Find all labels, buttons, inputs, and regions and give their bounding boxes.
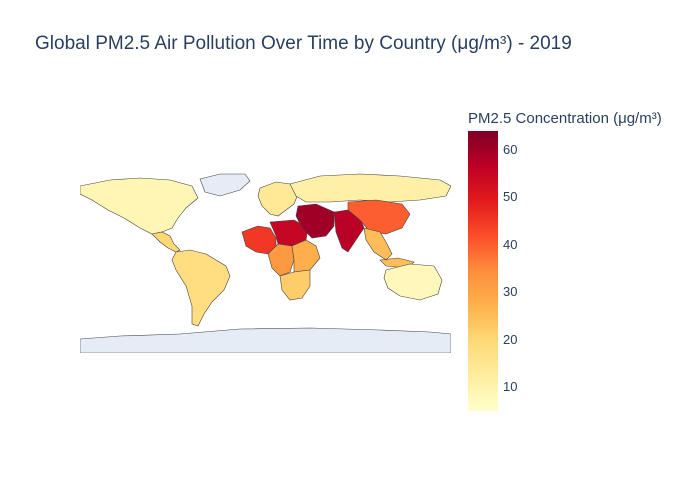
world-map[interactable]	[80, 166, 451, 353]
colorbar	[468, 131, 498, 411]
region-north-america[interactable]	[80, 177, 199, 235]
region-west-africa[interactable]	[241, 225, 277, 255]
region-russia[interactable]	[289, 173, 451, 203]
region-central-america[interactable]	[151, 231, 181, 253]
region-south-america[interactable]	[171, 249, 231, 327]
region-china[interactable]	[347, 199, 411, 235]
region-southern-africa[interactable]	[279, 269, 311, 301]
colorbar-tick-label: 60	[503, 141, 518, 157]
colorbar-tick-label: 30	[503, 284, 518, 300]
colorbar-title: PM2.5 Concentration (μg/m³)	[468, 110, 662, 127]
region-greenland[interactable]	[199, 173, 251, 197]
colorbar-tick-label: 20	[503, 331, 518, 347]
region-east-africa[interactable]	[291, 239, 321, 273]
colorbar-tick-label: 40	[503, 236, 518, 252]
region-antarctica[interactable]	[80, 327, 451, 353]
region-middle-east[interactable]	[295, 203, 335, 239]
region-southeast-asia[interactable]	[363, 227, 415, 269]
colorbar-tick-label: 50	[503, 189, 518, 205]
region-australia[interactable]	[383, 263, 443, 301]
colorbar-gradient	[468, 131, 498, 411]
region-europe[interactable]	[257, 181, 299, 217]
chart-title: Global PM2.5 Air Pollution Over Time by …	[35, 33, 572, 54]
colorbar-tick-label: 10	[503, 379, 518, 395]
region-central-africa[interactable]	[267, 243, 295, 277]
